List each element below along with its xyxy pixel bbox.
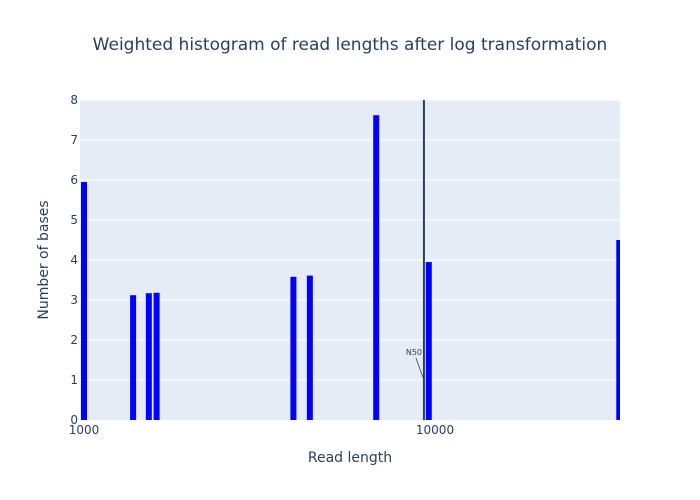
histogram-bar	[153, 292, 160, 420]
bars	[81, 115, 620, 420]
n50-annotation-group: N50	[406, 348, 425, 381]
y-tick-label: 0	[70, 413, 78, 427]
x-tick-label: 10000	[416, 423, 454, 437]
gridlines	[80, 99, 620, 381]
chart-title: Weighted histogram of read lengths after…	[93, 35, 608, 55]
x-axis-ticks: 1000 10000	[69, 423, 454, 437]
histogram-bar	[145, 293, 152, 420]
n50-annotation-arrow	[415, 357, 425, 381]
y-tick-label: 2	[70, 333, 78, 347]
histogram-bar	[373, 115, 380, 420]
y-tick-label: 7	[70, 133, 78, 147]
y-axis-ticks: 0 1 2 3 4 5 6 7 8	[70, 93, 78, 427]
y-axis-title: Number of bases	[36, 200, 52, 319]
histogram-bar	[616, 240, 620, 420]
y-tick-label: 3	[70, 293, 78, 307]
y-tick-label: 4	[70, 253, 78, 267]
y-tick-label: 5	[70, 213, 78, 227]
y-tick-label: 6	[70, 173, 78, 187]
x-tick-label: 1000	[69, 423, 100, 437]
y-tick-label: 8	[70, 93, 78, 107]
histogram-bar	[81, 182, 87, 420]
x-axis-title: Read length	[308, 450, 392, 466]
histogram-bar	[290, 276, 297, 420]
histogram-bar	[425, 262, 432, 420]
y-tick-label: 1	[70, 373, 78, 387]
histogram-bar	[306, 275, 313, 420]
histogram-bar	[130, 295, 137, 420]
n50-annotation-label: N50	[406, 348, 422, 357]
